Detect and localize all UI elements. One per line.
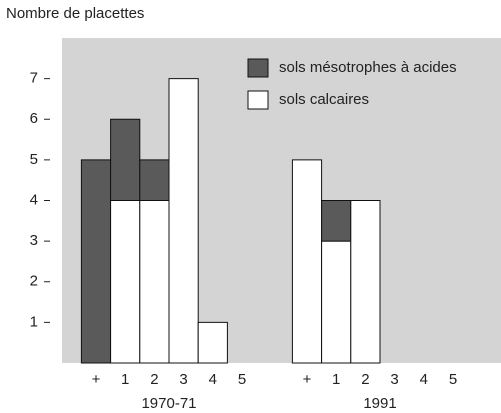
group-label: 1970-71 <box>141 395 196 412</box>
x-tick-label: + <box>303 371 312 388</box>
bar-segment <box>168 78 199 364</box>
bar-segment <box>139 159 170 201</box>
legend-label: sols mésotrophes à acides <box>279 59 457 76</box>
y-tick-label: 7 <box>30 70 38 87</box>
x-tick-label: 3 <box>390 371 398 388</box>
x-tick-label: 4 <box>420 371 428 388</box>
x-tick-label: 4 <box>209 371 217 388</box>
y-tick-label: 1 <box>30 313 38 330</box>
legend-label: sols calcaires <box>279 91 369 108</box>
x-tick-label: + <box>92 371 101 388</box>
y-tick-label: 2 <box>30 273 38 290</box>
bar-segment <box>291 159 323 364</box>
y-tick-label: 3 <box>30 232 38 249</box>
x-tick-label: 5 <box>449 371 457 388</box>
x-tick-label: 5 <box>238 371 246 388</box>
y-axis-label: Nombre de placettes <box>6 5 144 22</box>
y-tick-label: 4 <box>30 191 38 208</box>
bar-segment <box>110 200 141 364</box>
bar-segment <box>321 200 352 242</box>
bar-segment <box>139 200 170 364</box>
x-tick-label: 3 <box>179 371 187 388</box>
legend-swatch <box>247 90 269 110</box>
y-tick-label: 5 <box>30 151 38 168</box>
x-tick-label: 2 <box>361 371 369 388</box>
y-tick-label: 6 <box>30 110 38 127</box>
bar-segment <box>80 159 112 364</box>
x-tick-label: 1 <box>332 371 340 388</box>
bar-segment <box>350 200 381 364</box>
x-tick-label: 1 <box>121 371 129 388</box>
bar-segment <box>197 321 228 364</box>
x-tick-label: 2 <box>150 371 158 388</box>
legend-swatch <box>247 58 269 78</box>
bar-segment <box>110 118 141 201</box>
bar-segment <box>321 240 352 364</box>
group-label: 1991 <box>363 395 396 412</box>
